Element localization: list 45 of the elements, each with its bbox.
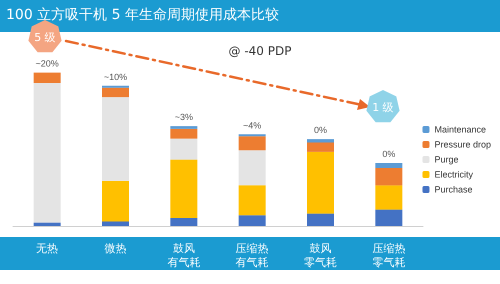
x-tick-label: 鼓风零气耗	[304, 242, 337, 269]
bar	[170, 126, 198, 129]
x-tick-label: 无热	[36, 243, 58, 255]
annotation: 0%	[382, 148, 396, 159]
bar	[375, 185, 402, 210]
chart-subtitle: @ -40 PDP	[228, 44, 292, 58]
legend-label: Purge	[434, 154, 459, 164]
annotation: 0%	[314, 125, 328, 136]
bar	[238, 185, 266, 216]
bar	[307, 214, 334, 226]
bar	[170, 218, 198, 226]
bar	[375, 210, 402, 226]
legend-label: Electricity	[434, 170, 474, 180]
bar	[238, 215, 266, 226]
annotation: ~4%	[243, 120, 262, 130]
bar	[34, 72, 61, 84]
x-tick-label: 压缩热有气耗	[236, 242, 269, 269]
annotation: 1 级	[372, 101, 394, 114]
bar	[170, 138, 198, 160]
bar	[307, 139, 334, 143]
bar	[102, 97, 129, 181]
bar	[238, 136, 266, 150]
annotation: ~3%	[174, 112, 193, 122]
bar	[307, 152, 334, 214]
bar	[34, 222, 61, 226]
bar	[170, 128, 198, 139]
legend-label: Maintenance	[434, 124, 486, 134]
annotation: ~10%	[104, 72, 128, 82]
bar	[375, 162, 402, 168]
text: ~20%	[36, 58, 59, 69]
bar	[238, 150, 266, 186]
bar	[102, 180, 129, 222]
bar	[102, 222, 129, 226]
legend-label: Purchase	[434, 184, 473, 194]
x-tick-label: 鼓风有气耗	[167, 242, 200, 269]
bar	[307, 142, 334, 152]
bar	[102, 88, 129, 98]
x-tick-label: 压缩热零气耗	[372, 242, 406, 269]
chart-title: 100 立方吸干机 5 年生命周期使用成本比较	[6, 6, 279, 24]
text: 5 级	[34, 31, 56, 44]
bar	[34, 83, 61, 223]
bar	[170, 160, 198, 218]
bar	[375, 168, 402, 186]
legend-label: Pressure drop	[434, 140, 492, 150]
x-tick-label: 微热	[104, 243, 126, 255]
